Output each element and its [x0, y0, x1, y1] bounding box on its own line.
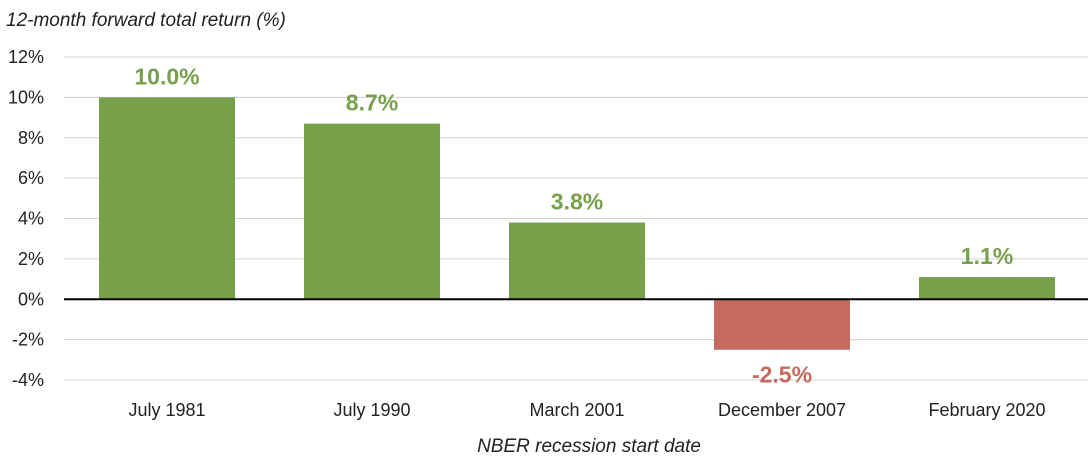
data-label: 3.8% [551, 189, 603, 215]
y-tick-label: 10% [8, 87, 44, 107]
x-tick-label: February 2020 [928, 400, 1045, 420]
y-tick-label: 0% [18, 289, 44, 309]
x-tick-label: December 2007 [718, 400, 846, 420]
y-tick-label: -4% [12, 370, 44, 390]
y-tick-label: 4% [18, 209, 44, 229]
x-tick-label: July 1981 [128, 400, 205, 420]
bar [304, 123, 440, 300]
y-tick-label: 6% [18, 168, 44, 188]
y-tick-label: 8% [18, 128, 44, 148]
data-label: 8.7% [346, 90, 398, 116]
data-label: 10.0% [134, 63, 199, 89]
bar [714, 299, 850, 350]
data-label: -2.5% [752, 362, 812, 388]
y-tick-label: 2% [18, 249, 44, 269]
y-tick-label: 12% [8, 47, 44, 67]
bar [919, 277, 1055, 300]
x-tick-label: July 1990 [333, 400, 410, 420]
x-axis-title: NBER recession start date [477, 436, 701, 457]
bar [509, 222, 645, 300]
y-tick-label: -2% [12, 330, 44, 350]
bar [99, 97, 235, 300]
y-axis-title: 12-month forward total return (%) [6, 10, 286, 31]
x-tick-label: March 2001 [529, 400, 624, 420]
data-label: 1.1% [961, 243, 1013, 269]
